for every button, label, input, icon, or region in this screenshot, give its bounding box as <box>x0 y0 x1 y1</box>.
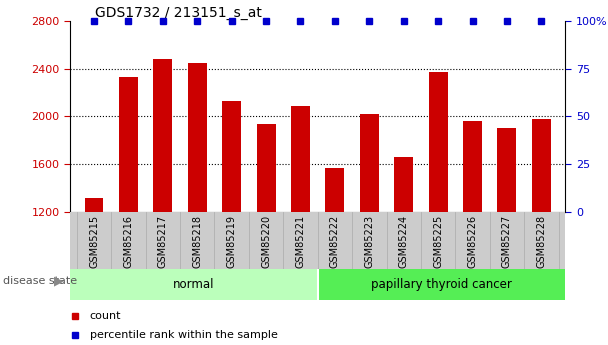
Text: disease state: disease state <box>3 276 77 286</box>
Text: GDS1732 / 213151_s_at: GDS1732 / 213151_s_at <box>95 6 261 20</box>
Bar <box>257 124 275 212</box>
Text: GSM85225: GSM85225 <box>433 215 443 268</box>
Text: GSM85223: GSM85223 <box>364 215 375 268</box>
Bar <box>153 59 172 212</box>
Text: GSM85217: GSM85217 <box>158 215 168 268</box>
Text: GSM85227: GSM85227 <box>502 215 512 268</box>
Bar <box>429 72 447 212</box>
Text: GSM85224: GSM85224 <box>399 215 409 268</box>
Text: percentile rank within the sample: percentile rank within the sample <box>90 330 278 339</box>
Text: GSM85228: GSM85228 <box>536 215 547 268</box>
Text: normal: normal <box>173 278 215 291</box>
Bar <box>85 198 103 212</box>
Bar <box>497 128 516 212</box>
Text: GSM85226: GSM85226 <box>468 215 477 268</box>
Bar <box>463 121 482 212</box>
Text: ▶: ▶ <box>54 275 64 288</box>
Text: GSM85219: GSM85219 <box>227 215 237 268</box>
Text: GSM85220: GSM85220 <box>261 215 271 268</box>
Bar <box>119 77 138 212</box>
Bar <box>325 168 344 212</box>
Bar <box>394 157 413 212</box>
Text: GSM85222: GSM85222 <box>330 215 340 268</box>
Text: papillary thyroid cancer: papillary thyroid cancer <box>371 278 512 291</box>
Bar <box>188 62 207 212</box>
Bar <box>317 269 565 300</box>
Bar <box>222 101 241 212</box>
Bar <box>70 269 317 300</box>
Bar <box>532 119 551 212</box>
Text: GSM85218: GSM85218 <box>192 215 202 268</box>
Bar <box>360 114 379 212</box>
Bar <box>291 106 310 212</box>
Text: count: count <box>90 311 121 321</box>
Text: GSM85216: GSM85216 <box>123 215 133 268</box>
Text: GSM85215: GSM85215 <box>89 215 99 268</box>
Text: GSM85221: GSM85221 <box>295 215 305 268</box>
